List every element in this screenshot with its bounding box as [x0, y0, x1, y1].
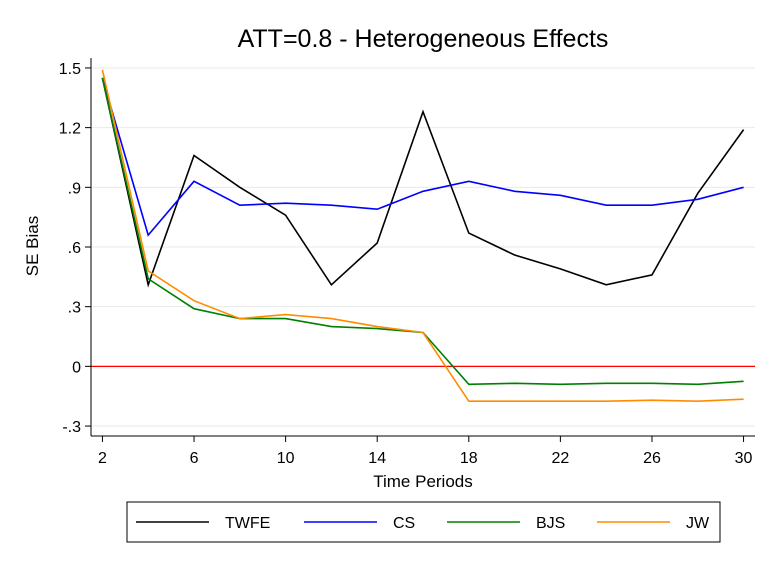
- series-line-jw: [101, 69, 744, 403]
- y-tick-label: 0: [72, 359, 81, 376]
- y-tick-label: 1.2: [59, 121, 81, 138]
- x-tick-label: 14: [368, 450, 386, 467]
- legend-label-twfe: TWFE: [225, 515, 270, 532]
- series-line-twfe: [101, 77, 745, 288]
- y-tick-label: 1.5: [59, 61, 81, 78]
- x-tick-label: 26: [643, 450, 661, 467]
- y-tick-labels: -.3 0 .3 .6 .9 1.2 1.5: [59, 61, 81, 436]
- series-line-cs: [101, 77, 744, 237]
- legend-label-bjs: BJS: [536, 515, 565, 532]
- y-tick-label: .6: [68, 240, 81, 257]
- chart-title: ATT=0.8 - Heterogeneous Effects: [238, 25, 609, 53]
- y-tick-label: -.3: [62, 419, 81, 436]
- legend: TWFE CS BJS JW: [136, 515, 710, 532]
- x-tick-label: 30: [735, 450, 753, 467]
- x-tick-label: 10: [277, 450, 295, 467]
- x-tick-labels: 2 6 10 14 18 22 26 30: [98, 450, 753, 467]
- series-lines: [101, 69, 745, 403]
- axes: [85, 58, 755, 442]
- x-tick-label: 2: [98, 450, 107, 467]
- x-tick-label: 22: [551, 450, 569, 467]
- x-tick-label: 6: [190, 450, 199, 467]
- legend-label-cs: CS: [393, 515, 415, 532]
- legend-label-jw: JW: [686, 515, 710, 532]
- x-axis-label: Time Periods: [373, 472, 473, 491]
- y-axis-label: SE Bias: [23, 216, 42, 276]
- x-tick-label: 18: [460, 450, 478, 467]
- y-tick-label: .9: [68, 180, 81, 197]
- y-tick-label: .3: [68, 300, 81, 317]
